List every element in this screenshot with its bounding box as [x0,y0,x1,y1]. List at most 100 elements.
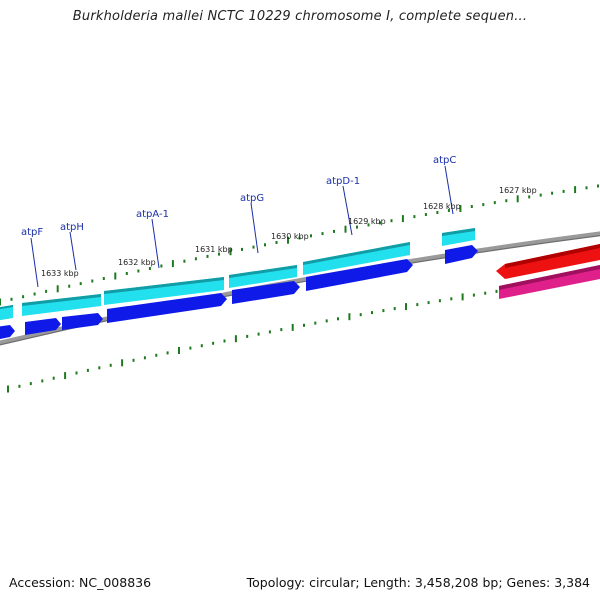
inner-tick [291,323,294,331]
leader-atpA [151,218,160,269]
inner-tick [189,346,192,350]
inner-tick [280,328,283,332]
inner-tick [438,299,441,303]
inner-tick [18,384,21,388]
inner-tick [234,335,237,343]
outer-tick [125,272,128,275]
cds-reverse-6[interactable] [306,259,413,291]
outer-tick [137,269,140,273]
inner-tick [52,376,55,380]
outer-tick [22,295,25,299]
gene-label-atpG[interactable]: atpG [240,193,264,204]
outer-tick [79,282,82,286]
outer-tick [10,297,13,301]
gene-leader-lines [30,165,454,288]
gene-label-atpC[interactable]: atpC [433,155,456,166]
outer-tick [56,285,59,293]
outer-tick [218,252,220,256]
outer-tick [585,186,588,190]
outer-tick [275,241,278,244]
outer-tick [459,205,462,212]
map-title: Burkholderia mallei NCTC 10229 chromosom… [72,9,528,24]
reverse-cds-track [0,245,478,340]
outer-tick [367,223,370,227]
outer-tick [574,186,577,194]
kbp-label-1628: 1628 kbp [423,202,461,211]
inner-tick [166,351,169,355]
pink-feature-top [499,265,600,290]
leader-atpH [69,231,77,271]
cds-forward-atpF[interactable] [22,294,101,316]
inner-tick [64,372,67,380]
kbp-label-1631: 1631 kbp [195,245,233,254]
inner-tick [41,379,44,383]
inner-tick [427,301,430,305]
leader-atpD [342,185,353,236]
outer-tick [229,248,232,256]
inner-tick [337,317,339,321]
kbp-label-1630: 1630 kbp [271,232,309,241]
outer-tick [436,211,439,214]
outer-tick [148,267,151,270]
inner-tick [212,341,215,345]
outer-tick [470,205,473,208]
cds-forward-atpA[interactable] [104,277,224,305]
outer-tick [505,199,508,203]
kbp-label-1633: 1633 kbp [41,269,79,278]
outer-tick [298,236,301,240]
cds-forward-atpG[interactable] [229,265,297,288]
outer-tick [287,236,289,244]
outer-tick-ring [0,184,599,306]
outer-tick [356,225,358,229]
cds-reverse-4[interactable] [107,293,227,323]
outer-tick [241,247,243,251]
inner-tick [405,303,407,311]
cds-forward-atpC-top [442,228,475,236]
inner-tick [246,334,249,338]
cds-forward-atpD[interactable] [303,242,410,275]
inner-tick [495,289,498,293]
inner-tick [109,363,112,367]
cds-reverse-7[interactable] [445,245,478,264]
outer-tick [539,193,542,197]
gene-label-atpD-1[interactable]: atpD-1 [326,176,360,187]
inner-tick [472,293,475,297]
outer-tick [206,254,209,258]
leader-atpC [444,165,454,215]
inner-tick [86,368,89,372]
inner-tick [382,309,385,313]
leader-atpF [30,237,39,288]
gene-label-atpF[interactable]: atpF [21,227,43,238]
inner-tick [348,313,351,321]
outer-tick [194,257,197,261]
gene-labels: atpF atpH atpA-1 atpG atpD-1 atpC [21,155,456,238]
cds-reverse-3[interactable] [62,313,103,330]
genome-summary-label: Topology: circular; Length: 3,458,208 bp… [246,575,590,590]
kbp-label-1627: 1627 kbp [499,186,537,195]
red-feature-top [505,244,600,268]
cds-forward-1-top [0,305,13,310]
outer-tick [344,225,347,233]
gene-label-atpH[interactable]: atpH [60,222,84,233]
cds-reverse-5[interactable] [232,281,300,304]
cds-forward-1[interactable] [0,305,13,321]
accession-label: Accession: NC_008836 [9,575,152,590]
outer-tick [91,279,94,283]
inner-tick [132,358,135,362]
outer-tick [516,195,519,203]
inner-tick [257,332,260,336]
cds-reverse-1[interactable] [0,325,15,340]
inner-tick [314,321,317,325]
cds-forward-atpG-top [229,265,297,278]
inner-tick [461,293,464,301]
gene-label-atpA-1[interactable]: atpA-1 [136,209,169,220]
cds-reverse-2[interactable] [25,318,61,335]
outer-tick [562,189,565,193]
outer-tick [183,259,186,263]
outer-tick [597,184,599,188]
inner-tick [121,359,124,367]
inner-tick-ring [7,274,599,393]
inner-tick [75,371,78,375]
outer-tick [321,232,324,236]
